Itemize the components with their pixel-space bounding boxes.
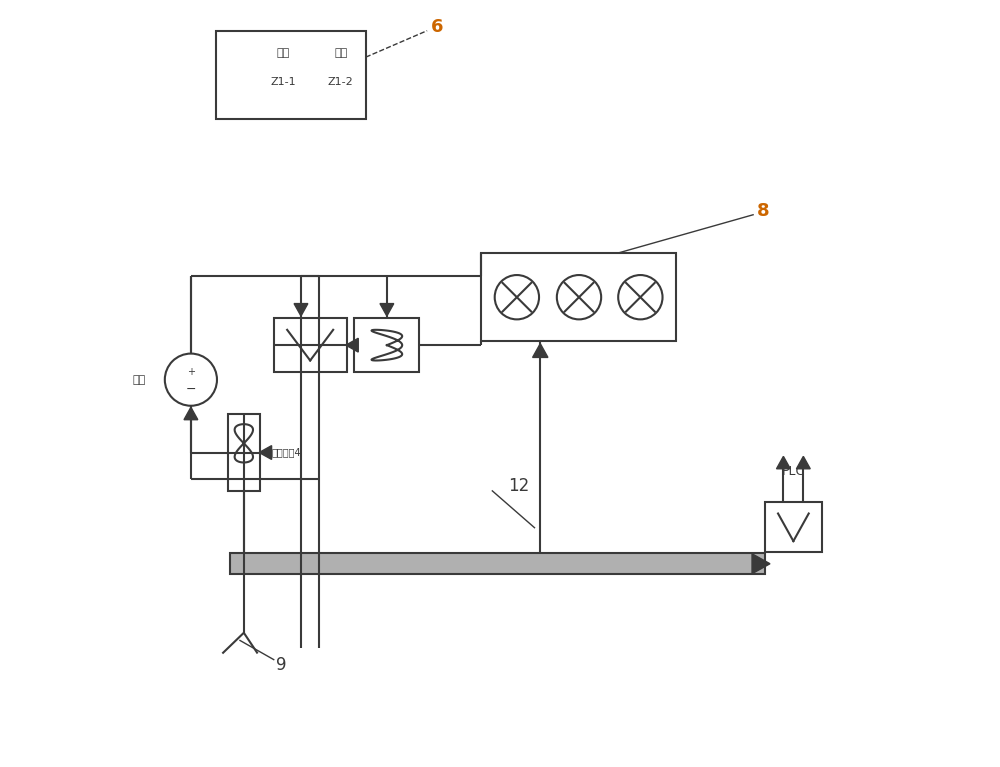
Text: 6: 6 bbox=[431, 18, 443, 36]
Text: PLC: PLC bbox=[782, 466, 805, 478]
Polygon shape bbox=[259, 446, 272, 459]
Bar bbox=[230, 553, 765, 574]
Polygon shape bbox=[346, 338, 358, 352]
Bar bbox=[765, 502, 822, 552]
Polygon shape bbox=[777, 456, 790, 469]
Polygon shape bbox=[533, 344, 548, 357]
Circle shape bbox=[557, 275, 601, 319]
Bar bbox=[481, 253, 676, 341]
Bar bbox=[216, 31, 366, 119]
Circle shape bbox=[165, 354, 217, 406]
Bar bbox=[274, 318, 347, 372]
Text: 卡龟: 卡龟 bbox=[277, 48, 290, 58]
Text: 直流: 直流 bbox=[133, 374, 146, 385]
Circle shape bbox=[495, 275, 539, 319]
Polygon shape bbox=[184, 407, 198, 420]
Polygon shape bbox=[796, 456, 810, 469]
Text: Z1-2: Z1-2 bbox=[328, 77, 354, 87]
Text: 8: 8 bbox=[757, 202, 770, 220]
Text: 电涌线圈4: 电涌线圈4 bbox=[271, 447, 301, 458]
Text: Z1-1: Z1-1 bbox=[271, 77, 296, 87]
Bar bbox=[354, 318, 419, 372]
Text: +: + bbox=[187, 367, 195, 377]
Polygon shape bbox=[752, 554, 770, 574]
Text: −: − bbox=[186, 384, 196, 396]
Text: 9: 9 bbox=[276, 656, 287, 674]
Bar bbox=[228, 414, 260, 491]
Polygon shape bbox=[294, 304, 308, 316]
Circle shape bbox=[618, 275, 663, 319]
Polygon shape bbox=[380, 304, 394, 316]
Text: 卡龟: 卡龟 bbox=[334, 48, 347, 58]
Text: 12: 12 bbox=[508, 477, 529, 495]
